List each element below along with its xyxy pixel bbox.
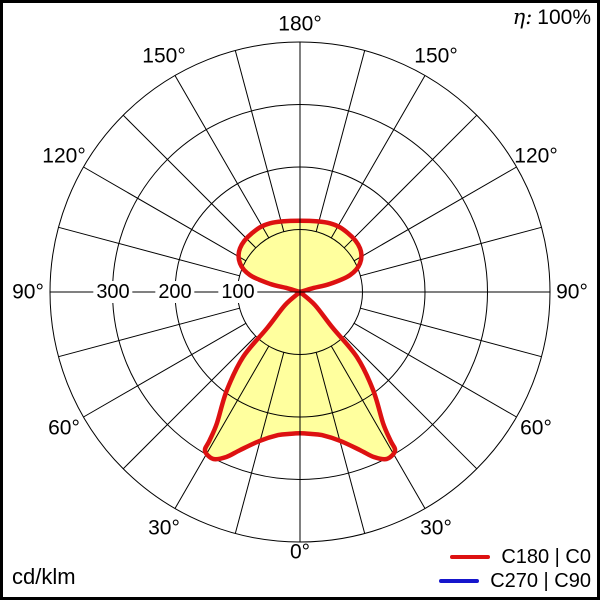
spoke-300 — [83, 166, 247, 262]
spoke-255 — [58, 307, 240, 358]
spoke-330 — [174, 75, 270, 239]
radial-tick-300: 300 — [93, 281, 133, 303]
spoke-60 — [353, 166, 517, 262]
eta-symbol: η: — [512, 5, 533, 29]
angle-label-60-left: 60° — [48, 416, 80, 440]
angle-label-30-right: 30° — [420, 516, 452, 540]
spoke-75 — [360, 226, 542, 277]
spoke-285 — [58, 226, 240, 277]
spoke-240 — [83, 322, 247, 418]
spoke-210 — [174, 345, 270, 509]
legend-entry-c270-c90: C270 | C90 — [439, 571, 591, 591]
legend-entry-c180-c0: C180 | C0 — [450, 547, 591, 567]
angle-label-90-right: 90° — [556, 280, 588, 304]
angle-label-0-center: 0° — [289, 540, 311, 564]
legend: C180 | C0 C270 | C90 — [439, 547, 591, 591]
angle-label-180-center: 180° — [278, 12, 322, 36]
c180-c0-label: C180 | C0 — [501, 546, 591, 568]
c270-c90-line-sample — [439, 579, 480, 583]
unit-label: cd/klm — [12, 564, 76, 589]
main-axes — [50, 42, 550, 542]
spoke-150 — [330, 345, 426, 509]
angle-label-150-right: 150° — [414, 44, 458, 68]
spoke-315 — [122, 114, 257, 249]
spoke-135 — [343, 335, 478, 470]
spoke-105 — [360, 307, 542, 358]
angle-label-60-right: 60° — [520, 416, 552, 440]
angle-label-30-left: 30° — [148, 516, 180, 540]
spoke-45 — [343, 114, 478, 249]
c180-c0-line-sample — [450, 555, 491, 559]
c270-c90-label: C270 | C90 — [490, 570, 591, 592]
efficiency-label: η: 100% — [512, 5, 591, 29]
spoke-15 — [315, 50, 366, 232]
angle-label-120-right: 120° — [514, 144, 558, 168]
eta-value: 100% — [537, 6, 591, 29]
angle-label-150-left: 150° — [142, 44, 186, 68]
spoke-30 — [330, 75, 426, 239]
spoke-225 — [122, 335, 257, 470]
radial-tick-100: 100 — [218, 281, 258, 303]
angle-label-90-left: 90° — [12, 280, 44, 304]
angle-label-120-left: 120° — [42, 144, 86, 168]
spoke-345 — [234, 50, 285, 232]
radial-tick-200: 200 — [155, 281, 195, 303]
spoke-120 — [353, 322, 517, 418]
